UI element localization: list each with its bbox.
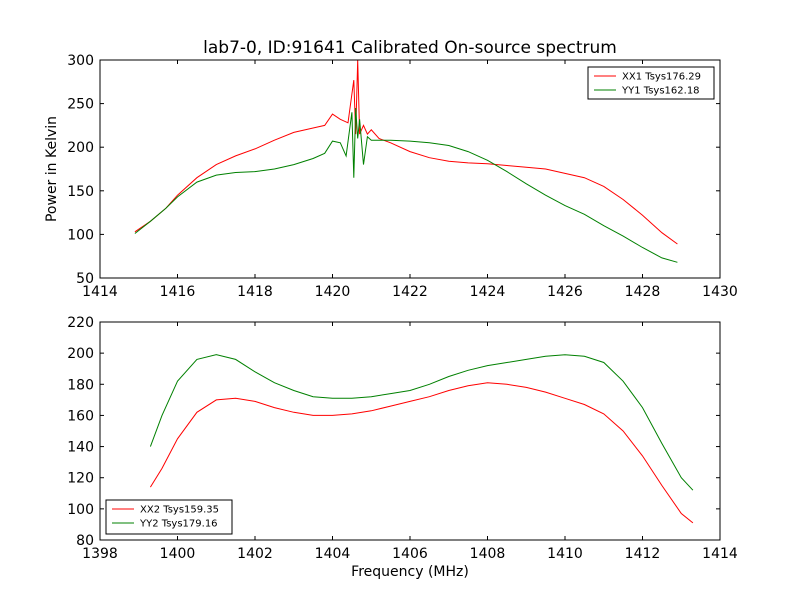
x-tick-label: 1424: [470, 284, 506, 300]
y-tick-label: 80: [76, 533, 94, 549]
legend-entry: YY1 Tsys162.18: [621, 86, 700, 97]
y-tick-label: 220: [67, 315, 94, 331]
series-line-2-2: [149, 354, 694, 491]
legend-entry: XX1 Tsys176.29: [622, 72, 701, 83]
series-line-1-2: [134, 107, 678, 263]
x-tick-label: 1422: [392, 284, 428, 300]
plots: 1414 1416 1418 1420 1422 1424 1426 1428 1430 50 10…: [44, 53, 738, 580]
y-tick-label: 120: [67, 471, 94, 487]
x-tick-label: 1420: [315, 284, 351, 300]
y-tick-label: 300: [67, 53, 94, 69]
x-tick-label: 1414: [702, 546, 738, 562]
x-tick-label: 1426: [547, 284, 583, 300]
y-tick-label: 200: [67, 346, 94, 362]
y-axis-label: Power in Kelvin: [44, 116, 60, 222]
legend-box: [105, 499, 233, 535]
legend-entry: XX2 Tsys159.35: [140, 505, 219, 516]
legend-box: [587, 66, 715, 100]
y-tick-label: 150: [67, 184, 94, 200]
series-line-1-1: [134, 60, 678, 245]
x-tick-label: 1406: [392, 546, 428, 562]
x-tick-label: 1412: [625, 546, 661, 562]
legend-2: XX2 Tsys159.35 YY2 Tsys179.16: [105, 499, 233, 535]
y-tick-label: 180: [67, 377, 94, 393]
x-tick-label: 1400: [160, 546, 196, 562]
x-tick-label: 1398: [82, 546, 118, 562]
x-tick-label: 1430: [702, 284, 738, 300]
y-tick-label: 200: [67, 140, 94, 156]
y-tick-label: 100: [67, 502, 94, 518]
y-tick-label: 140: [67, 440, 94, 456]
x-tick-label: 1404: [315, 546, 351, 562]
y-tick-label: 160: [67, 408, 94, 424]
x-axis-label: Frequency (MHz): [351, 564, 469, 580]
y-tick-label: 250: [67, 97, 94, 113]
x-tick-label: 1416: [160, 284, 196, 300]
y-tick-label: 50: [76, 271, 94, 287]
x-tick-label: 1408: [470, 546, 506, 562]
x-tick-label: 1428: [625, 284, 661, 300]
subplot-2: 1398 1400 1402 1404 1406 1408 1410 1412 1414 80 10…: [67, 315, 738, 580]
x-tick-label: 1410: [547, 546, 583, 562]
x-tick-label: 1418: [237, 284, 273, 300]
x-tick-label: 1402: [237, 546, 273, 562]
legend-entry: YY2 Tsys179.16: [139, 519, 218, 530]
subplot-1: 1414 1416 1418 1420 1422 1424 1426 1428 1430 50 10…: [44, 53, 738, 300]
chart-title: lab7-0, ID:91641 Calibrated On-source sp…: [203, 38, 617, 58]
legend-1: XX1 Tsys176.29 YY1 Tsys162.18: [587, 66, 715, 100]
x-tick-label: 1414: [82, 284, 118, 300]
y-tick-label: 100: [67, 227, 94, 243]
series-line-2-1: [149, 382, 694, 524]
